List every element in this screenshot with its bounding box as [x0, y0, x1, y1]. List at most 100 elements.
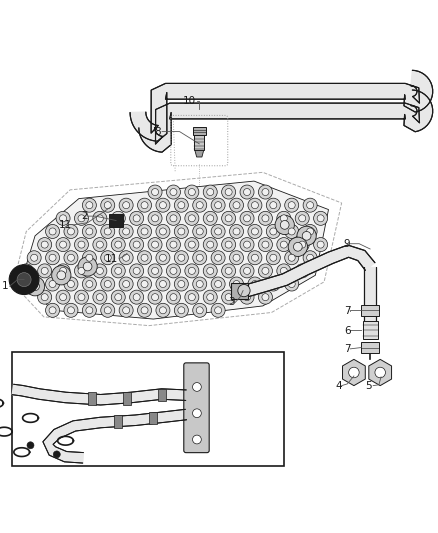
Circle shape: [41, 241, 48, 248]
Circle shape: [141, 307, 148, 314]
Circle shape: [93, 211, 107, 225]
Circle shape: [193, 198, 207, 212]
Circle shape: [133, 241, 140, 248]
Circle shape: [166, 290, 180, 304]
Circle shape: [27, 277, 41, 291]
Circle shape: [60, 215, 67, 222]
Circle shape: [119, 224, 133, 238]
Circle shape: [238, 285, 250, 297]
Circle shape: [138, 303, 152, 317]
Circle shape: [230, 277, 244, 291]
Circle shape: [293, 243, 302, 251]
Circle shape: [19, 264, 33, 278]
Circle shape: [193, 303, 207, 317]
Circle shape: [285, 224, 299, 238]
Circle shape: [115, 294, 122, 301]
Circle shape: [31, 282, 39, 290]
Circle shape: [115, 268, 122, 274]
Circle shape: [288, 228, 295, 235]
Circle shape: [101, 251, 115, 265]
Circle shape: [23, 268, 30, 274]
Circle shape: [244, 268, 251, 274]
Circle shape: [67, 307, 74, 314]
Circle shape: [251, 254, 258, 261]
Circle shape: [215, 254, 222, 261]
Circle shape: [193, 435, 201, 444]
Circle shape: [178, 201, 185, 209]
Bar: [149, 412, 157, 424]
Circle shape: [64, 251, 78, 265]
Circle shape: [123, 201, 130, 209]
Circle shape: [314, 211, 328, 225]
Circle shape: [119, 198, 133, 212]
Circle shape: [240, 290, 254, 304]
Circle shape: [248, 277, 262, 291]
Circle shape: [174, 303, 188, 317]
Circle shape: [262, 189, 269, 196]
Circle shape: [38, 264, 52, 278]
Circle shape: [280, 268, 287, 274]
Circle shape: [82, 224, 96, 238]
Circle shape: [86, 307, 93, 314]
Circle shape: [83, 262, 92, 271]
Circle shape: [17, 273, 31, 287]
Circle shape: [82, 277, 96, 291]
Circle shape: [288, 254, 295, 261]
Circle shape: [251, 201, 258, 209]
Circle shape: [188, 241, 195, 248]
Circle shape: [60, 294, 67, 301]
Circle shape: [174, 224, 188, 238]
Circle shape: [303, 198, 317, 212]
Circle shape: [174, 277, 188, 291]
Circle shape: [152, 241, 159, 248]
Circle shape: [104, 280, 111, 287]
Circle shape: [156, 251, 170, 265]
Circle shape: [170, 189, 177, 196]
Circle shape: [56, 238, 70, 252]
Circle shape: [46, 303, 60, 317]
Bar: [12, 352, 284, 466]
Circle shape: [52, 265, 71, 285]
Circle shape: [64, 277, 78, 291]
Circle shape: [375, 367, 385, 378]
Circle shape: [67, 228, 74, 235]
Circle shape: [196, 280, 203, 287]
Circle shape: [119, 251, 133, 265]
Polygon shape: [246, 245, 375, 296]
Text: 3: 3: [228, 297, 234, 308]
Circle shape: [78, 215, 85, 222]
Circle shape: [185, 264, 199, 278]
Circle shape: [233, 280, 240, 287]
Circle shape: [222, 290, 236, 304]
Circle shape: [130, 238, 144, 252]
Circle shape: [86, 280, 93, 287]
Circle shape: [211, 198, 225, 212]
Circle shape: [130, 290, 144, 304]
Circle shape: [170, 215, 177, 222]
Circle shape: [244, 215, 251, 222]
Bar: [193, 127, 206, 135]
Circle shape: [222, 185, 236, 199]
Circle shape: [174, 251, 188, 265]
Circle shape: [82, 303, 96, 317]
Circle shape: [297, 226, 316, 246]
Circle shape: [258, 238, 272, 252]
Circle shape: [240, 238, 254, 252]
Circle shape: [138, 224, 152, 238]
Circle shape: [262, 268, 269, 274]
Polygon shape: [139, 90, 433, 152]
Circle shape: [303, 224, 317, 238]
Circle shape: [188, 268, 195, 274]
Circle shape: [262, 294, 269, 301]
Circle shape: [49, 254, 56, 261]
Circle shape: [115, 241, 122, 248]
Circle shape: [196, 254, 203, 261]
Circle shape: [96, 215, 103, 222]
Text: 7: 7: [344, 306, 350, 316]
Circle shape: [277, 264, 291, 278]
Circle shape: [215, 201, 222, 209]
Circle shape: [230, 251, 244, 265]
Circle shape: [185, 185, 199, 199]
Text: 5: 5: [366, 381, 372, 391]
Circle shape: [93, 238, 107, 252]
